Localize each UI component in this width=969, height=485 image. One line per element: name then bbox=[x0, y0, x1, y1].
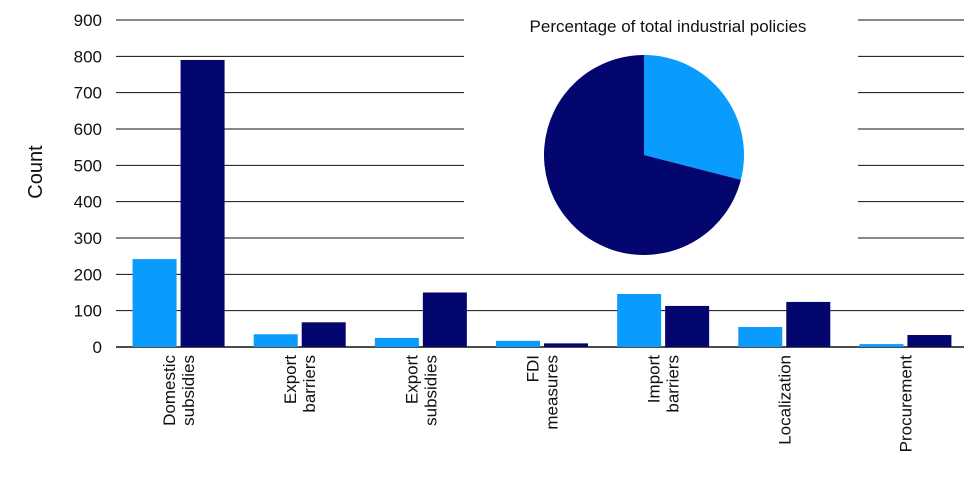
y-tick-label: 400 bbox=[74, 193, 102, 212]
bar bbox=[786, 301, 831, 347]
pie-slice bbox=[644, 55, 744, 180]
x-category-label: measures bbox=[543, 355, 562, 430]
bar bbox=[665, 305, 710, 347]
pie-slices bbox=[544, 55, 744, 255]
bar bbox=[253, 334, 298, 347]
inset-pie: Percentage of total industrial policies bbox=[464, 6, 858, 268]
x-category-label: Import bbox=[645, 355, 664, 403]
y-tick-label: 100 bbox=[74, 302, 102, 321]
bars bbox=[132, 59, 952, 347]
bar bbox=[496, 340, 540, 347]
y-tick-label: 700 bbox=[74, 84, 102, 103]
x-category-label: Procurement bbox=[896, 355, 915, 453]
bar bbox=[859, 344, 904, 347]
y-tick-label: 800 bbox=[74, 47, 102, 66]
pie-slice bbox=[544, 55, 741, 255]
inset-title: Percentage of total industrial policies bbox=[530, 17, 807, 36]
bar bbox=[132, 259, 177, 347]
y-axis-label: Count bbox=[25, 145, 47, 199]
y-tick-label: 600 bbox=[74, 120, 102, 139]
x-category-label: Export bbox=[402, 355, 421, 404]
x-category-label: FDI bbox=[524, 355, 543, 382]
x-category-label: subsidies bbox=[421, 355, 440, 426]
y-tick-label: 300 bbox=[74, 229, 102, 248]
x-category-label: subsidies bbox=[179, 355, 198, 426]
bar bbox=[422, 292, 467, 347]
x-category-label: Export bbox=[281, 355, 300, 404]
x-category-label: barriers bbox=[664, 355, 683, 413]
bar bbox=[738, 327, 783, 347]
bar bbox=[374, 337, 419, 347]
y-tick-label: 500 bbox=[74, 156, 102, 175]
y-axis-ticks: 0 100 200 300 400 500 600 700 800 900 bbox=[74, 11, 102, 357]
x-category-label: Localization bbox=[775, 355, 794, 445]
y-tick-label: 900 bbox=[74, 11, 102, 30]
y-tick-label: 200 bbox=[74, 265, 102, 284]
bar bbox=[907, 335, 952, 347]
x-axis-categories: Domestic subsidies Export barriers Export sub… bbox=[160, 355, 915, 453]
x-category-label: barriers bbox=[300, 355, 319, 413]
bar bbox=[544, 343, 588, 347]
x-category-label: Domestic bbox=[160, 355, 179, 426]
bar bbox=[301, 322, 346, 347]
y-tick-label: 0 bbox=[93, 338, 102, 357]
bar bbox=[617, 293, 662, 347]
bar bbox=[180, 59, 225, 347]
